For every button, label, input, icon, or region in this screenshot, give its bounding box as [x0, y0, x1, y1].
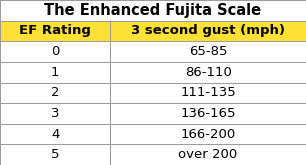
- Text: 3: 3: [51, 107, 59, 120]
- Text: 136-165: 136-165: [180, 107, 236, 120]
- Bar: [0, 103, 306, 124]
- Bar: [0, 124, 306, 144]
- Text: 65-85: 65-85: [189, 45, 227, 58]
- Text: over 200: over 200: [178, 148, 238, 161]
- Text: EF Rating: EF Rating: [19, 24, 91, 37]
- Bar: [0, 21, 306, 41]
- Text: 0: 0: [51, 45, 59, 58]
- Bar: [0, 0, 306, 21]
- Text: 166-200: 166-200: [181, 128, 236, 141]
- Bar: [0, 144, 306, 165]
- Text: 3 second gust (mph): 3 second gust (mph): [131, 24, 285, 37]
- Text: 2: 2: [51, 86, 59, 99]
- Bar: [0, 82, 306, 103]
- Text: The Enhanced Fujita Scale: The Enhanced Fujita Scale: [44, 3, 262, 18]
- Bar: [0, 62, 306, 82]
- Text: 1: 1: [51, 66, 59, 79]
- Text: 111-135: 111-135: [180, 86, 236, 99]
- Text: 4: 4: [51, 128, 59, 141]
- Text: 86-110: 86-110: [185, 66, 232, 79]
- Text: 5: 5: [51, 148, 59, 161]
- Bar: [0, 41, 306, 62]
